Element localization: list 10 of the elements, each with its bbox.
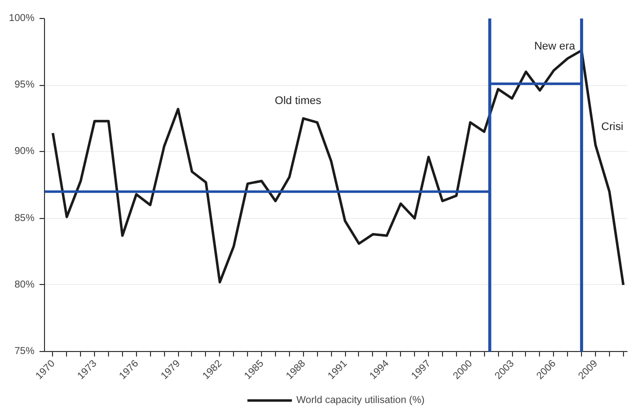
annotation: New era xyxy=(534,40,576,53)
y-tick-label: 100% xyxy=(8,13,35,24)
y-tick-label: 85% xyxy=(14,212,35,224)
legend-label: World capacity utilisation (%) xyxy=(296,394,425,406)
y-tick-label: 90% xyxy=(14,146,35,158)
y-tick-label: 75% xyxy=(14,346,35,357)
annotation: Crisi xyxy=(601,120,624,133)
y-tick-label: 80% xyxy=(14,279,35,290)
annotation: Old times xyxy=(274,95,322,108)
y-tick-label: 95% xyxy=(14,80,35,91)
